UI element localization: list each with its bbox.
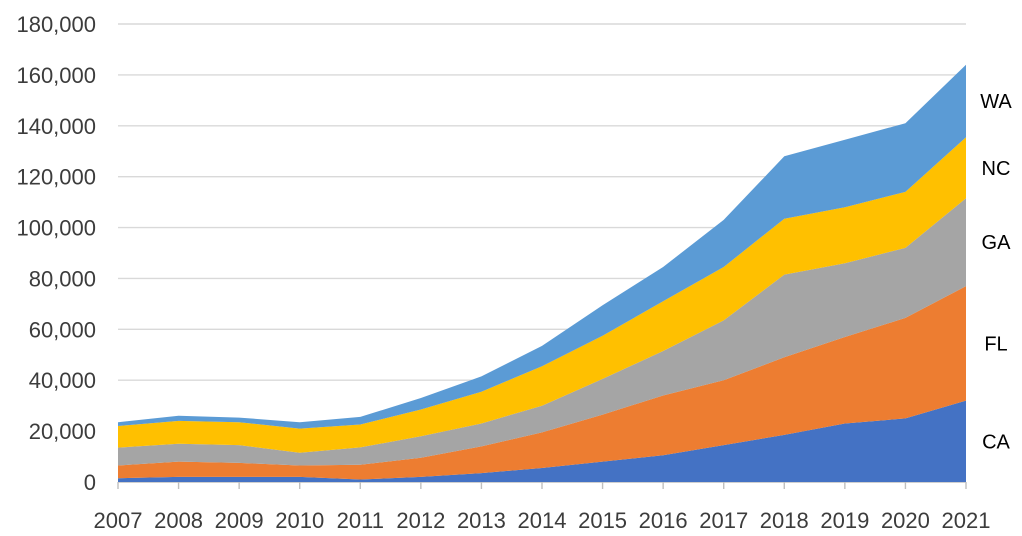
x-tick-label: 2011 xyxy=(337,508,384,533)
area-wa xyxy=(118,64,966,429)
series-label-fl: FL xyxy=(984,333,1007,355)
y-tick-label: 120,000 xyxy=(16,165,96,190)
x-tick-label: 2017 xyxy=(699,508,748,533)
y-tick-label: 0 xyxy=(84,470,96,495)
x-tick-label: 2015 xyxy=(578,508,627,533)
y-axis-ticks: 0 20,000 40,000 60,000 80,000 100,000 120,000 1… xyxy=(16,12,96,495)
x-tick-label: 2008 xyxy=(154,508,203,533)
x-tick-label: 2019 xyxy=(820,508,869,533)
x-tick-label: 2010 xyxy=(275,508,324,533)
x-tick-label: 2021 xyxy=(942,508,991,533)
series-label-ga: GA xyxy=(982,232,1012,254)
y-tick-label: 80,000 xyxy=(29,266,96,291)
area-fl xyxy=(118,286,966,480)
x-tick-label: 2012 xyxy=(396,508,445,533)
y-tick-label: 60,000 xyxy=(29,317,96,342)
y-tick-label: 20,000 xyxy=(29,419,96,444)
y-tick-label: 40,000 xyxy=(29,368,96,393)
area-nc xyxy=(118,137,966,453)
x-tick-label: 2009 xyxy=(215,508,264,533)
x-tick-label: 2007 xyxy=(94,508,143,533)
area-ca xyxy=(118,400,966,482)
series-labels: CA FL GA NC WA xyxy=(980,91,1012,453)
x-tick-label: 2018 xyxy=(760,508,809,533)
series-label-nc: NC xyxy=(982,158,1011,180)
y-tick-label: 160,000 xyxy=(16,63,96,88)
y-tick-label: 100,000 xyxy=(16,216,96,241)
area-ga xyxy=(118,198,966,466)
series-label-ca: CA xyxy=(982,431,1010,453)
x-tick-label: 2020 xyxy=(881,508,930,533)
y-tick-label: 140,000 xyxy=(16,114,96,139)
y-tick-label: 180,000 xyxy=(16,12,96,37)
series-areas xyxy=(118,64,966,482)
series-label-wa: WA xyxy=(980,91,1012,113)
x-tick-label: 2013 xyxy=(457,508,506,533)
x-axis-ticks: 2007 2008 2009 2010 2011 2012 2013 2014 2015 2016… xyxy=(94,482,991,533)
x-tick-label: 2014 xyxy=(518,508,567,533)
x-tick-label: 2016 xyxy=(639,508,688,533)
